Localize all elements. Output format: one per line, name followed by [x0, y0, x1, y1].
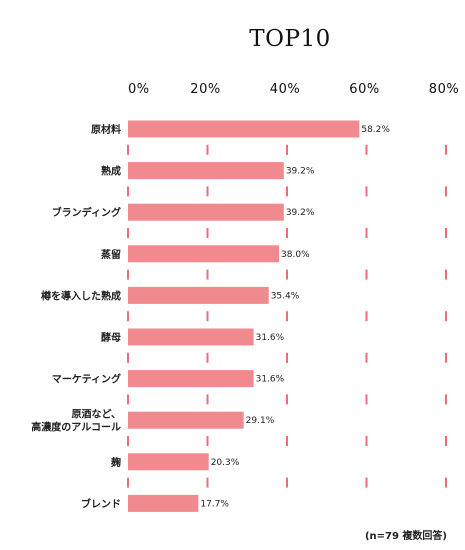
data-label: 17.7% — [200, 499, 229, 509]
data-label: 39.2% — [286, 167, 315, 177]
category-label: ブランディング — [52, 206, 121, 219]
data-label: 31.6% — [256, 333, 285, 343]
data-label: 29.1% — [246, 416, 275, 426]
category-label: 樽を導入した熟成 — [41, 289, 121, 302]
category-label: ブレンド — [81, 497, 121, 510]
x-tick-label: 40% — [270, 82, 300, 97]
data-label: 38.0% — [281, 250, 310, 260]
category-label: 麹 — [110, 456, 121, 469]
data-label: 20.3% — [211, 458, 240, 468]
category-label: マーケティング — [52, 373, 121, 386]
data-label: 35.4% — [271, 291, 300, 301]
category-label: 高濃度のアルコール — [31, 421, 121, 434]
category-label: 蒸留 — [101, 248, 121, 261]
bar — [128, 286, 269, 304]
bar — [128, 162, 284, 180]
category-label: 熟成 — [101, 165, 121, 178]
sample-size-note: (n=79 複数回答) — [364, 531, 447, 542]
data-label: 31.6% — [256, 375, 285, 385]
x-tick-label: 80% — [429, 82, 459, 97]
bar — [128, 245, 280, 263]
data-label: 58.2% — [361, 125, 390, 135]
category-label: 原酒など、 — [72, 408, 122, 421]
bar — [128, 453, 209, 471]
chart-title: TOP10 — [249, 26, 331, 52]
data-label: 39.2% — [286, 208, 315, 218]
category-label: 酵母 — [101, 331, 121, 344]
category-label: 原材料 — [91, 123, 121, 136]
x-tick-label: 20% — [190, 82, 220, 97]
bar — [128, 203, 284, 221]
bar — [128, 328, 254, 346]
x-tick-label: 0% — [128, 82, 150, 97]
bar — [128, 120, 360, 138]
bar — [128, 411, 244, 429]
bar — [128, 370, 254, 388]
x-tick-label: 60% — [349, 82, 379, 97]
bar — [128, 494, 199, 512]
